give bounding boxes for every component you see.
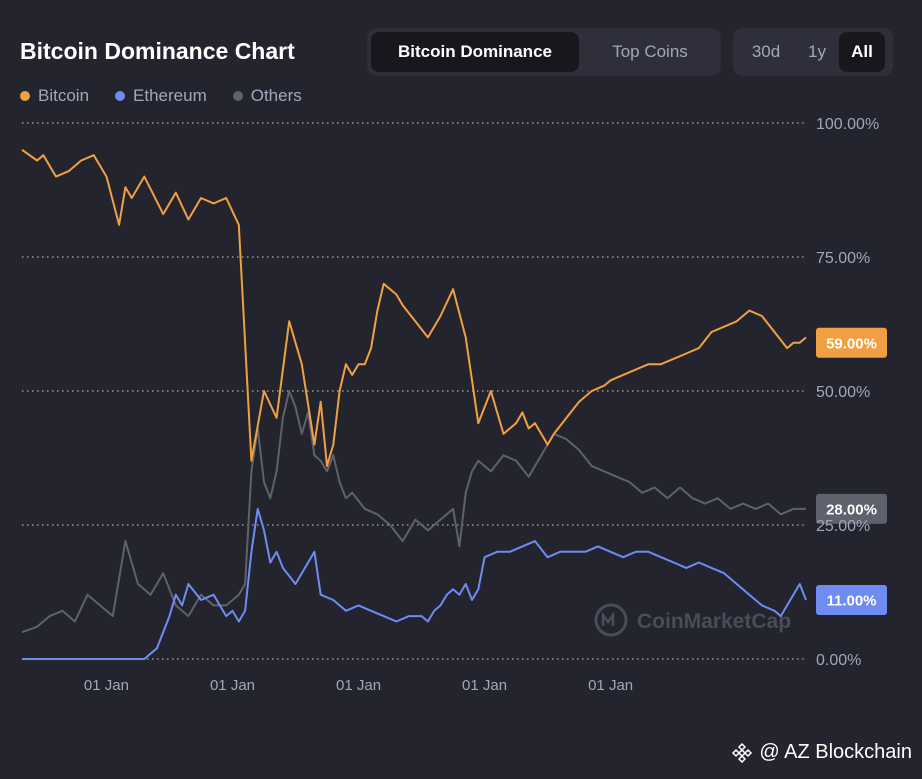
- tab-top-coins[interactable]: Top Coins: [612, 42, 688, 61]
- y-tick-label: 50.00%: [816, 384, 870, 401]
- watermark-text: CoinMarketCap: [637, 610, 791, 633]
- series-line-ethereum: [22, 507, 807, 660]
- legend-item-others[interactable]: Others: [232, 86, 302, 106]
- value-label-text: 11.00%: [826, 593, 876, 610]
- grid-layer: [22, 122, 806, 660]
- value-label-text: 28.00%: [826, 501, 877, 518]
- credit-text: @ AZ Blockchain: [759, 741, 912, 763]
- others-dot-icon: [232, 91, 243, 101]
- y-tick-label: 100.00%: [816, 116, 879, 133]
- page-title: Bitcoin Dominance Chart: [20, 38, 295, 64]
- legend-label-ethereum: Ethereum: [133, 86, 207, 105]
- x-tick-label: 01 Jan: [210, 677, 255, 694]
- y-tick-label: 0.00%: [816, 652, 861, 669]
- watermark: CoinMarketCap: [594, 603, 791, 637]
- coinmarketcap-logo-mark: [601, 611, 615, 626]
- legend-label-others: Others: [250, 86, 302, 105]
- x-tick-label: 01 Jan: [588, 677, 633, 694]
- value-label-ethereum: 11.00%: [816, 585, 887, 616]
- range-all-button[interactable]: All: [839, 32, 885, 72]
- credit: @ AZ Blockchain: [731, 741, 912, 764]
- range-30d-button[interactable]: 30d: [751, 42, 781, 61]
- y-tick-label: 25.00%: [816, 518, 870, 535]
- value-label-box: [816, 493, 887, 524]
- tab-bitcoin-dominance[interactable]: Bitcoin Dominance: [371, 32, 579, 72]
- y-tick-label: 75.00%: [816, 250, 870, 267]
- chart-legend: Bitcoin Ethereum Others: [20, 86, 302, 106]
- value-label-text: 59.00%: [826, 335, 877, 352]
- view-tabs: Bitcoin Dominance Top Coins: [367, 28, 721, 76]
- ethereum-dot-icon: [115, 91, 126, 101]
- value-label-box: [816, 327, 887, 358]
- axis-ticks: 100.00% 75.00% 50.00% 25.00% 0.00% 01 Jan 01 J…: [84, 116, 879, 694]
- value-labels: 59.00% 28.00% 11.00%: [816, 327, 887, 616]
- legend-item-ethereum[interactable]: Ethereum: [115, 86, 207, 106]
- legend-item-bitcoin[interactable]: Bitcoin: [20, 86, 89, 106]
- x-tick-label: 01 Jan: [84, 677, 129, 694]
- series-line-others: [21, 390, 806, 634]
- legend-label-bitcoin: Bitcoin: [38, 86, 90, 105]
- range-tabs: 30d 1y All: [733, 28, 893, 76]
- coinmarketcap-logo-icon: [594, 603, 628, 637]
- series-layer: [21, 148, 807, 660]
- value-label-box: [816, 585, 887, 616]
- x-tick-label: 01 Jan: [462, 677, 507, 694]
- binance-diamond-icon: [732, 742, 753, 763]
- bitcoin-dot-icon: [20, 91, 30, 101]
- value-label-others: 28.00%: [816, 493, 887, 524]
- x-tick-label: 01 Jan: [336, 677, 381, 694]
- series-line-bitcoin: [21, 148, 807, 467]
- value-label-bitcoin: 59.00%: [816, 327, 887, 358]
- range-1y-button[interactable]: 1y: [808, 42, 826, 61]
